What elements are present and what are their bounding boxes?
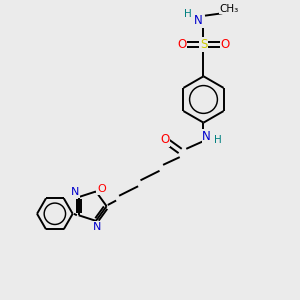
Text: H: H xyxy=(214,136,222,146)
Text: O: O xyxy=(97,184,106,194)
Text: H: H xyxy=(184,9,192,19)
Text: N: N xyxy=(202,130,211,142)
Text: S: S xyxy=(200,38,207,51)
Text: N: N xyxy=(93,222,102,232)
Text: O: O xyxy=(178,38,187,51)
Text: O: O xyxy=(160,134,170,146)
Text: O: O xyxy=(220,38,230,51)
Text: CH₃: CH₃ xyxy=(219,4,239,14)
Text: N: N xyxy=(194,14,203,27)
Text: N: N xyxy=(71,187,79,197)
